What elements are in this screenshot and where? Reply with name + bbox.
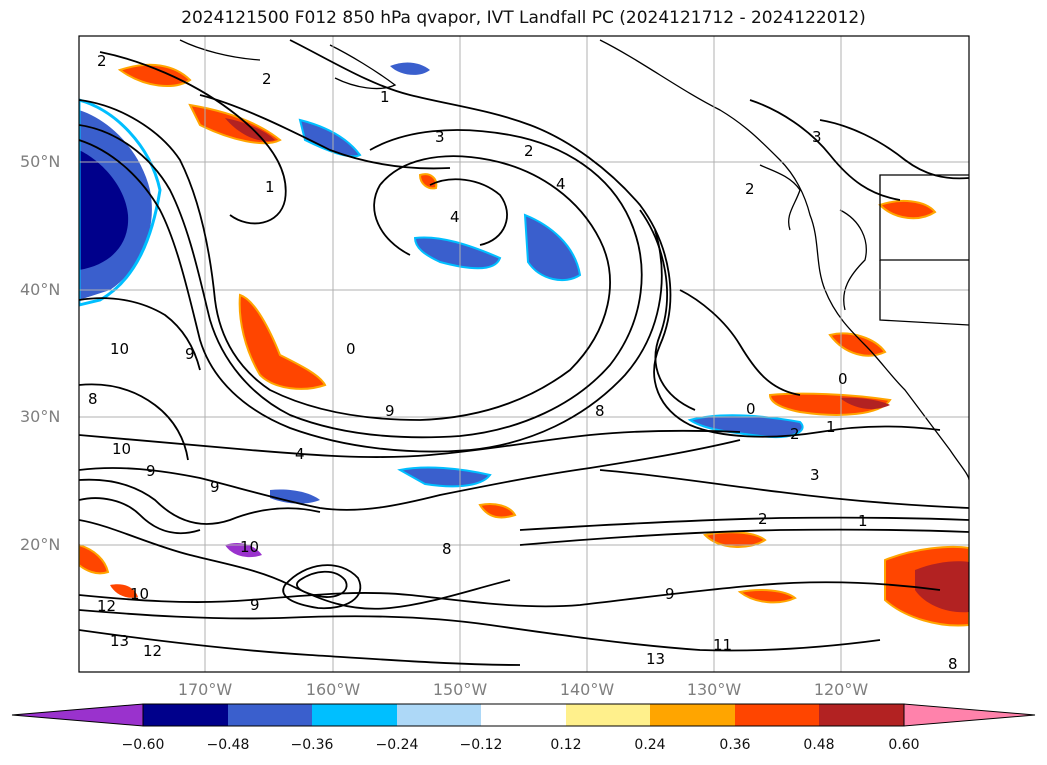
contour-label: 8 [948,655,958,673]
lon-label-130w: 130°W [686,680,742,699]
pos-blob-ne [878,199,937,220]
colorbar-extend-right [903,703,1036,727]
colorbar-tick: 0.12 [550,737,582,753]
contour-label: 1 [265,178,275,196]
contour-label: 8 [442,540,452,558]
contour-label: 2 [758,510,768,528]
map-background [79,36,969,672]
contour-label: 9 [210,478,220,496]
contour-label: 2 [745,180,755,198]
neg-blob-north2 [390,62,430,75]
pos-blob-south2 [737,589,797,604]
colorbar-tick: −0.12 [459,737,503,753]
colorbar-bin-3 [312,704,397,726]
lon-label-140w: 140°W [559,680,615,699]
map-frame [78,35,970,673]
colorbar-outline [142,703,905,727]
colorbar-tick: −0.24 [375,737,419,753]
contour-label: 8 [88,390,98,408]
contour-label: 4 [556,175,566,193]
lat-label-30n: 30°N [20,407,61,426]
colorbar-tick: −0.48 [206,737,250,753]
contour-label: 4 [450,208,460,226]
colorbar-bin-9 [819,704,904,726]
contour-label: 3 [810,466,820,484]
pos-blob-east1-core [840,397,890,410]
contour-label: 0 [746,400,756,418]
pos-blob-se-core [915,561,969,613]
neg-blob-west-edge [79,98,162,307]
shaded-field [79,62,969,627]
pos-blob-south3 [110,584,138,598]
map-title: 2024121500 F012 850 hPa qvapor, IVT Land… [181,8,866,28]
contour-label: 1 [826,418,836,436]
ivt-contours [79,39,969,666]
contour-label: 1 [380,88,390,106]
contour-label: 0 [838,370,848,388]
colorbar-bin-6 [566,704,650,726]
contour-label: 13 [110,632,130,650]
colorbar-tick: 0.24 [634,737,666,753]
contour-label: 3 [812,128,822,146]
contour-label: 2 [790,425,800,443]
neg-blob-south3 [225,543,262,558]
graticule [79,36,969,672]
colorbar [11,703,1036,727]
contour-label: 10 [112,440,132,458]
colorbar-tick: −0.60 [121,737,165,753]
lat-label-20n: 20°N [20,535,61,554]
lat-label-50n: 50°N [20,152,61,171]
pos-blob-mid1 [478,503,517,519]
contour-label: 9 [250,596,260,614]
contour-label: 3 [435,128,445,146]
contour-label: 10 [110,340,130,358]
neg-blob-mid2 [523,213,582,282]
contour-label: 10 [240,538,260,556]
colorbar-tick: 0.48 [803,737,835,753]
contour-label: 0 [346,340,356,358]
contour-label: 9 [385,402,395,420]
neg-blob-west-core [79,150,129,270]
colorbar-bin-1 [143,704,228,726]
colorbar-tick: 0.36 [719,737,751,753]
pos-blob-southwest [79,543,110,575]
colorbar-bin-5 [481,704,566,726]
contour-label: 9 [665,585,675,603]
contour-label: 12 [97,597,117,615]
colorbar-extend-left [11,703,144,727]
contour-label: 1 [858,512,868,530]
lon-label-170w: 170°W [177,680,233,699]
neg-blob-north1 [298,118,362,158]
colorbar-tick: −0.36 [290,737,334,753]
colorbar-tick: 0.60 [888,737,920,753]
pos-blob-west-band [238,293,327,390]
lon-label-120w: 120°W [813,680,869,699]
colorbar-bin-2 [228,704,312,726]
lat-label-40n: 40°N [20,280,61,299]
contour-label: 9 [146,462,156,480]
colorbar-bin-8 [735,704,819,726]
contour-label: 12 [143,642,163,660]
neg-blob-south1 [397,466,492,488]
contour-label: 13 [646,650,666,668]
coastlines [179,39,969,481]
lon-label-160w: 160°W [305,680,361,699]
contour-label: 10 [130,585,150,603]
lon-label-150w: 150°W [432,680,488,699]
contour-label: 4 [295,445,305,463]
neg-blob-mid1 [413,236,502,270]
contour-label: 2 [262,70,272,88]
contour-label: 2 [97,52,107,70]
contour-label: 2 [524,142,534,160]
pos-blob-east2 [828,332,887,357]
pos-blob-north2-core [225,118,275,142]
colorbar-bin-7 [650,704,735,726]
contour-label: 9 [185,345,195,363]
colorbar-bin-4 [397,704,481,726]
contour-label: 11 [713,636,733,654]
contour-label: 8 [595,402,605,420]
